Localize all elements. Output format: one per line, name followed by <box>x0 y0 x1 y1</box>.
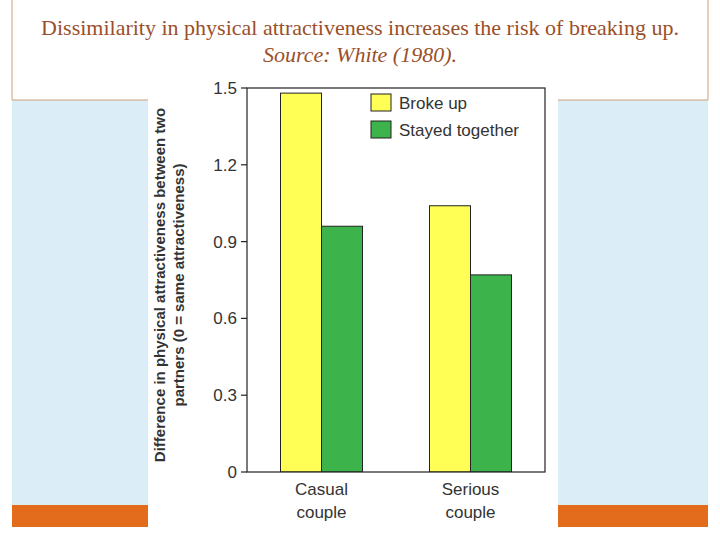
label-line: Casual <box>295 480 348 499</box>
y-tick <box>241 395 247 396</box>
bar <box>281 93 322 472</box>
label-line: couple <box>296 503 346 522</box>
slide: 0 0.3 0.6 0.9 1.2 1.5 Casual couple Serious coupl… <box>0 0 720 540</box>
y-tick <box>241 241 247 242</box>
legend-label: Stayed together <box>399 121 519 140</box>
y-tick <box>241 318 247 319</box>
y-tick-label: 1.5 <box>213 79 237 98</box>
bar <box>471 275 512 472</box>
label-line: Serious <box>442 480 500 499</box>
bar <box>322 226 363 472</box>
y-axis-label: Difference in physical attractiveness be… <box>151 108 187 462</box>
label-line: Difference in physical attractiveness be… <box>151 108 168 462</box>
chart-panel <box>148 78 558 527</box>
y-tick <box>241 471 247 472</box>
slide-border <box>12 0 13 100</box>
y-tick-label: 0 <box>228 463 237 482</box>
plot-frame <box>247 88 545 472</box>
legend-swatch <box>371 94 391 111</box>
y-tick-label: 0.6 <box>213 309 237 328</box>
slide-border <box>708 0 709 100</box>
label-line: partners (0 = same attractiveness) <box>170 163 187 406</box>
legend-swatch <box>371 121 391 138</box>
y-tick <box>241 164 247 165</box>
bar <box>430 206 471 472</box>
legend: Broke up Stayed together <box>363 90 541 150</box>
title: Dissimilarity in physical attractiveness… <box>41 15 679 40</box>
legend-label: Broke up <box>399 94 467 113</box>
y-tick <box>241 87 247 88</box>
label-line: couple <box>445 503 495 522</box>
y-tick-label: 1.2 <box>213 156 237 175</box>
y-tick-label: 0.3 <box>213 386 237 405</box>
subtitle: Source: White (1980). <box>263 42 457 67</box>
y-tick-label: 0.9 <box>213 233 237 252</box>
chart-svg: 0 0.3 0.6 0.9 1.2 1.5 Casual couple Serious coupl… <box>0 0 720 540</box>
x-tick-label: Casual couple <box>295 480 348 522</box>
x-tick-label: Serious couple <box>442 480 500 522</box>
title-box: Dissimilarity in physical attractiveness… <box>40 14 680 68</box>
legend-box <box>363 90 541 150</box>
